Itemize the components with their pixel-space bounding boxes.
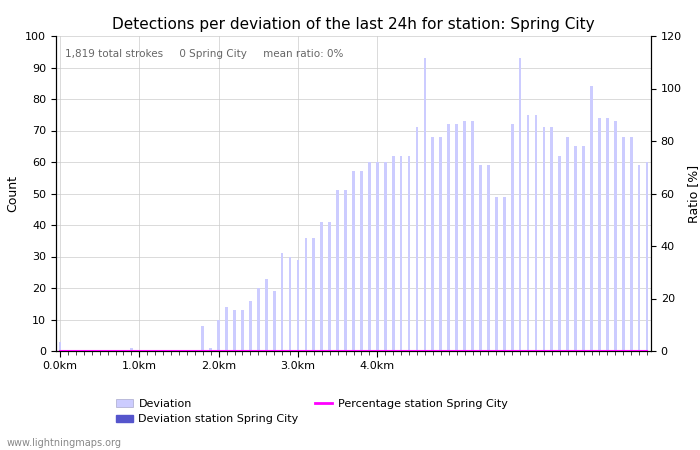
Bar — [288, 256, 291, 351]
Bar — [416, 127, 419, 351]
Bar — [384, 162, 386, 351]
Bar — [542, 127, 545, 351]
Y-axis label: Count: Count — [7, 175, 20, 212]
Bar — [360, 171, 363, 351]
Bar — [407, 156, 410, 351]
Bar — [241, 310, 244, 351]
Bar — [130, 348, 133, 351]
Bar — [566, 137, 569, 351]
Bar — [598, 118, 601, 351]
Bar — [638, 165, 640, 351]
Bar — [249, 301, 252, 351]
Bar — [440, 137, 442, 351]
Text: 1,819 total strokes     0 Spring City     mean ratio: 0%: 1,819 total strokes 0 Spring City mean r… — [65, 49, 343, 58]
Bar — [424, 58, 426, 351]
Bar — [622, 137, 624, 351]
Bar — [535, 115, 538, 351]
Bar — [217, 320, 220, 351]
Bar — [614, 121, 617, 351]
Bar — [471, 121, 474, 351]
Bar — [368, 162, 371, 351]
Bar — [519, 58, 522, 351]
Bar — [273, 291, 276, 351]
Bar — [352, 171, 355, 351]
Bar — [511, 124, 514, 351]
Bar — [574, 146, 577, 351]
Bar — [447, 124, 450, 351]
Bar — [202, 326, 204, 351]
Bar — [328, 222, 331, 351]
Title: Detections per deviation of the last 24h for station: Spring City: Detections per deviation of the last 24h… — [112, 17, 595, 32]
Bar — [630, 137, 633, 351]
Bar — [559, 156, 561, 351]
Y-axis label: Ratio [%]: Ratio [%] — [687, 164, 700, 223]
Bar — [590, 86, 593, 351]
Bar — [304, 238, 307, 351]
Bar — [526, 115, 529, 351]
Bar — [59, 342, 62, 351]
Bar — [550, 127, 553, 351]
Bar — [455, 124, 458, 351]
Bar — [209, 348, 212, 351]
Text: www.lightningmaps.org: www.lightningmaps.org — [7, 438, 122, 448]
Bar — [344, 190, 347, 351]
Bar — [265, 279, 267, 351]
Bar — [321, 222, 323, 351]
Bar — [479, 165, 482, 351]
Bar — [392, 156, 395, 351]
Bar — [336, 190, 339, 351]
Bar — [225, 307, 228, 351]
Bar — [297, 260, 300, 351]
Bar — [487, 165, 490, 351]
Bar — [495, 197, 498, 351]
Legend: Deviation, Deviation station Spring City, Percentage station Spring City: Deviation, Deviation station Spring City… — [112, 394, 512, 429]
Bar — [606, 118, 609, 351]
Bar — [281, 253, 284, 351]
Bar — [376, 162, 379, 351]
Bar — [233, 310, 236, 351]
Bar — [503, 197, 505, 351]
Bar — [312, 238, 315, 351]
Bar — [257, 288, 260, 351]
Bar — [463, 121, 466, 351]
Bar — [582, 146, 585, 351]
Bar — [400, 156, 402, 351]
Bar — [645, 162, 648, 351]
Bar — [431, 137, 434, 351]
